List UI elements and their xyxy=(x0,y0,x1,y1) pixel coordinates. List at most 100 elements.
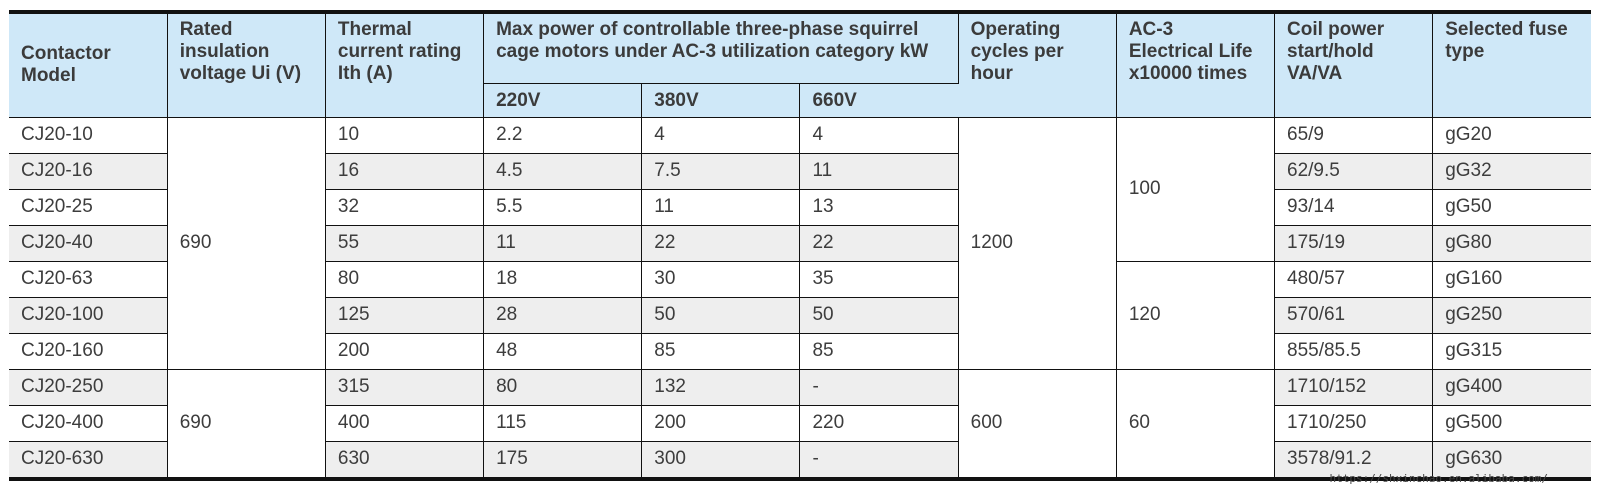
cell-thermal: 10 xyxy=(325,117,485,154)
cell-life-merged: 60 xyxy=(1116,369,1276,479)
cell-power-660: - xyxy=(799,441,959,479)
contactor-spec-table: Contactor Model Rated insulation voltage… xyxy=(9,10,1591,481)
cell-power-220: 5.5 xyxy=(483,189,643,226)
cell-model: CJ20-63 xyxy=(9,261,168,298)
table-row: CJ20-10 690 10 2.2 4 4 1200 100 65/9 gG2… xyxy=(9,117,1591,370)
cell-model: CJ20-630 xyxy=(9,441,168,479)
cell-thermal: 630 xyxy=(325,441,485,479)
cell-power-660: 4 xyxy=(799,117,959,154)
cell-power-220: 80 xyxy=(483,369,643,406)
cell-voltage-merged: 690 xyxy=(167,117,326,370)
cell-power-380: 4 xyxy=(641,117,801,154)
table-row: CJ20-63 80 18 30 35 120 480/57 gG160 xyxy=(9,261,1591,370)
header-operating-cycles: Operating cycles per hour xyxy=(958,12,1117,118)
cell-fuse: gG80 xyxy=(1432,225,1591,262)
cell-thermal: 32 xyxy=(325,189,485,226)
cell-model: CJ20-25 xyxy=(9,189,168,226)
cell-life-merged: 120 xyxy=(1116,261,1276,370)
cell-thermal: 125 xyxy=(325,297,485,334)
cell-power-220: 4.5 xyxy=(483,153,643,190)
header-380v: 380V xyxy=(641,83,801,118)
cell-power-380: 11 xyxy=(641,189,801,226)
cell-coil: 855/85.5 xyxy=(1274,333,1434,370)
cell-power-660: 85 xyxy=(799,333,959,370)
cell-power-220: 18 xyxy=(483,261,643,298)
spec-table-wrapper: Contactor Model Rated insulation voltage… xyxy=(9,10,1591,481)
cell-power-220: 11 xyxy=(483,225,643,262)
header-max-power-group: Max power of controllable three-phase sq… xyxy=(483,12,959,84)
header-thermal-current: Thermal current rating Ith (A) xyxy=(325,12,485,118)
cell-model: CJ20-10 xyxy=(9,117,168,154)
cell-fuse: gG160 xyxy=(1432,261,1591,298)
table-row: CJ20-400 400 115 200 220 1710/250 gG500 xyxy=(9,405,1591,442)
cell-power-660: 13 xyxy=(799,189,959,226)
cell-power-660: 35 xyxy=(799,261,959,298)
table-row: CJ20-16 16 4.5 7.5 11 62/9.5 gG32 xyxy=(9,153,1591,190)
cell-power-380: 132 xyxy=(641,369,801,406)
cell-power-380: 50 xyxy=(641,297,801,334)
cell-cycles-merged: 1200 xyxy=(958,117,1117,370)
cell-model: CJ20-16 xyxy=(9,153,168,190)
cell-thermal: 315 xyxy=(325,369,485,406)
cell-model: CJ20-100 xyxy=(9,297,168,334)
source-watermark: https://shxinchao.en.alibaba.com/ xyxy=(1329,472,1548,485)
cell-voltage-merged: 690 xyxy=(167,369,326,479)
table-row: CJ20-40 55 11 22 22 175/19 gG80 xyxy=(9,225,1591,262)
cell-power-660: 220 xyxy=(799,405,959,442)
cell-fuse: gG630 xyxy=(1432,441,1591,479)
cell-power-380: 85 xyxy=(641,333,801,370)
cell-model: CJ20-160 xyxy=(9,333,168,370)
cell-coil: 175/19 xyxy=(1274,225,1434,262)
cell-power-660: 11 xyxy=(799,153,959,190)
header-electrical-life: AC-3 Electrical Life x10000 times xyxy=(1116,12,1276,118)
cell-fuse: gG315 xyxy=(1432,333,1591,370)
cell-power-220: 115 xyxy=(483,405,643,442)
cell-power-220: 48 xyxy=(483,333,643,370)
cell-power-380: 30 xyxy=(641,261,801,298)
cell-thermal: 400 xyxy=(325,405,485,442)
table-row: CJ20-100 125 28 50 50 570/61 gG250 xyxy=(9,297,1591,334)
header-fuse-type: Selected fuse type xyxy=(1432,12,1591,118)
cell-power-380: 22 xyxy=(641,225,801,262)
cell-thermal: 16 xyxy=(325,153,485,190)
cell-power-220: 28 xyxy=(483,297,643,334)
cell-model: CJ20-250 xyxy=(9,369,168,406)
table-row: CJ20-25 32 5.5 11 13 93/14 gG50 xyxy=(9,189,1591,226)
cell-coil: 62/9.5 xyxy=(1274,153,1434,190)
cell-power-220: 2.2 xyxy=(483,117,643,154)
cell-fuse: gG32 xyxy=(1432,153,1591,190)
table-row: CJ20-250 690 315 80 132 - 600 60 1710/15… xyxy=(9,369,1591,479)
cell-power-660: - xyxy=(799,369,959,406)
cell-cycles-merged: 600 xyxy=(958,369,1117,479)
cell-power-380: 200 xyxy=(641,405,801,442)
table-row: CJ20-630 630 175 300 - 3578/91.2 gG630 xyxy=(9,441,1591,479)
cell-model: CJ20-40 xyxy=(9,225,168,262)
cell-fuse: gG500 xyxy=(1432,405,1591,442)
cell-coil: 93/14 xyxy=(1274,189,1434,226)
cell-fuse: gG400 xyxy=(1432,369,1591,406)
cell-power-380: 7.5 xyxy=(641,153,801,190)
cell-thermal: 80 xyxy=(325,261,485,298)
cell-coil: 480/57 xyxy=(1274,261,1434,298)
cell-coil: 65/9 xyxy=(1274,117,1434,154)
cell-thermal: 55 xyxy=(325,225,485,262)
header-660v: 660V xyxy=(799,83,959,118)
header-contactor-model: Contactor Model xyxy=(9,12,168,118)
cell-coil: 1710/152 xyxy=(1274,369,1434,406)
cell-power-220: 175 xyxy=(483,441,643,479)
cell-fuse: gG250 xyxy=(1432,297,1591,334)
cell-coil: 570/61 xyxy=(1274,297,1434,334)
header-220v: 220V xyxy=(483,83,643,118)
cell-fuse: gG50 xyxy=(1432,189,1591,226)
cell-power-660: 22 xyxy=(799,225,959,262)
cell-coil: 3578/91.2 xyxy=(1274,441,1434,479)
cell-thermal: 200 xyxy=(325,333,485,370)
header-coil-power: Coil power start/hold VA/VA xyxy=(1274,12,1434,118)
cell-coil: 1710/250 xyxy=(1274,405,1434,442)
cell-power-380: 300 xyxy=(641,441,801,479)
cell-fuse: gG20 xyxy=(1432,117,1591,154)
cell-power-660: 50 xyxy=(799,297,959,334)
cell-model: CJ20-400 xyxy=(9,405,168,442)
table-row: CJ20-160 200 48 85 85 855/85.5 gG315 xyxy=(9,333,1591,370)
cell-life-merged: 100 xyxy=(1116,117,1276,262)
